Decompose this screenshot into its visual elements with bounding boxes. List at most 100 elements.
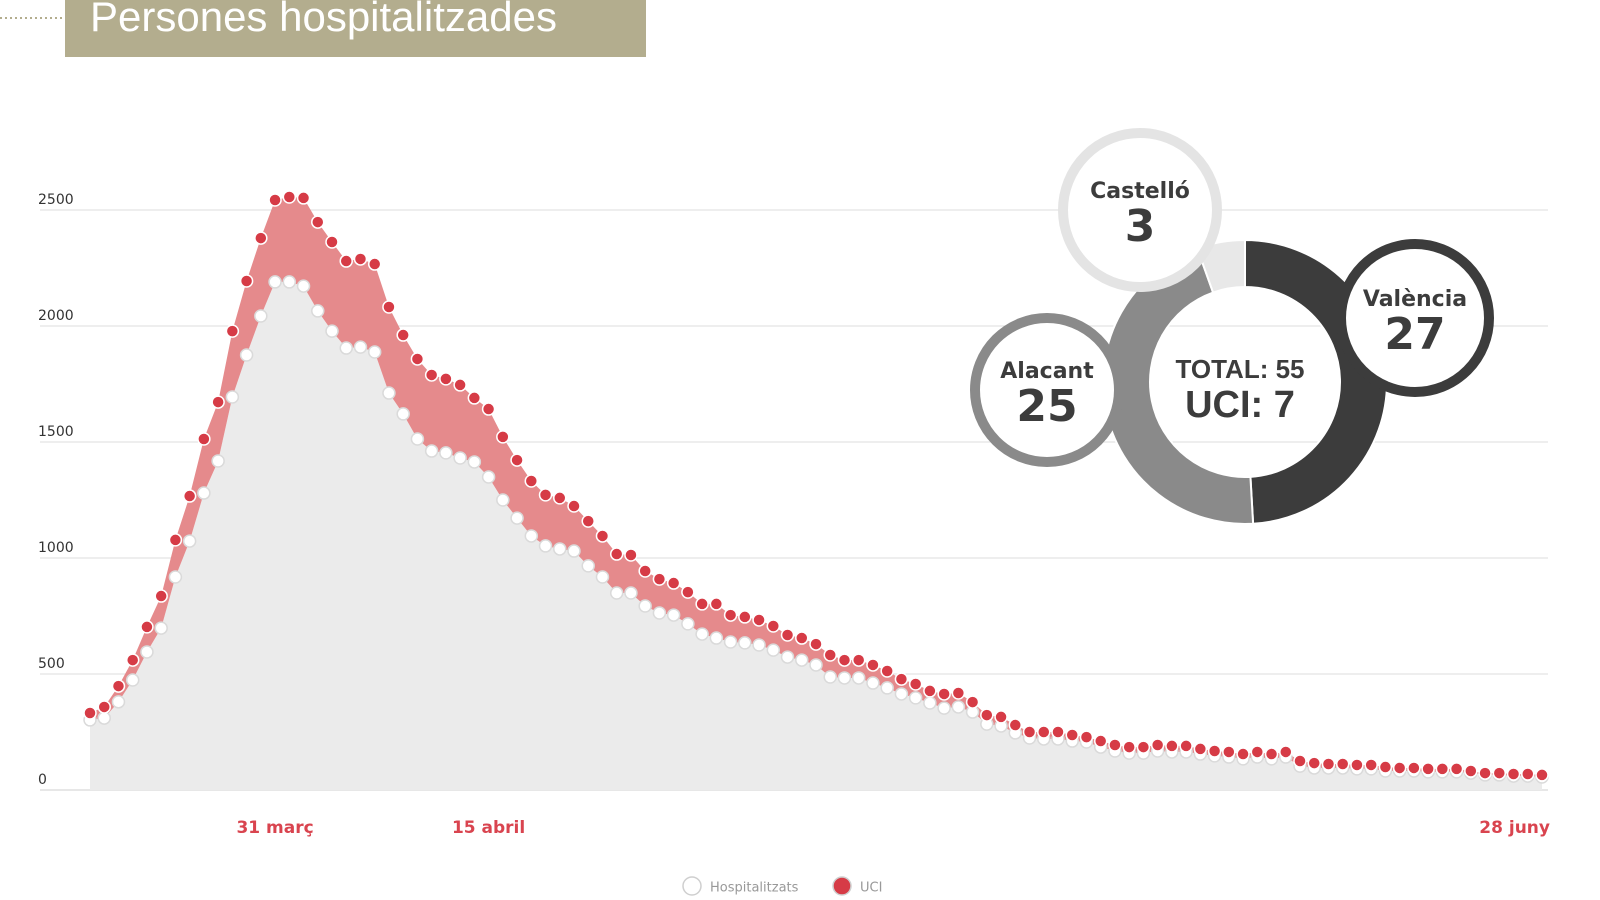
marker-uci [168, 533, 183, 547]
marker-uci [453, 378, 467, 392]
legend-label: Hospitalitzats [710, 881, 799, 896]
marker-uci [239, 274, 254, 288]
region-value: 25 [1016, 381, 1077, 432]
marker-uci [254, 231, 268, 245]
marker-hospitalitzats [97, 711, 111, 725]
marker-hospitalitzats [225, 390, 240, 404]
marker-uci [709, 597, 724, 611]
marker-uci [97, 700, 111, 714]
marker-hospitalitzats [496, 493, 510, 507]
marker-uci [1378, 760, 1393, 774]
marker-uci [538, 488, 553, 502]
marker-uci [624, 548, 638, 562]
marker-uci [1193, 742, 1208, 756]
region-value: 27 [1384, 309, 1445, 360]
marker-hospitalitzats [894, 687, 909, 701]
marker-uci [1521, 767, 1535, 781]
area-hospitalitzats [90, 281, 1542, 790]
legend-marker [832, 876, 852, 896]
marker-hospitalitzats [652, 606, 667, 620]
marker-uci [695, 597, 709, 611]
marker-hospitalitzats [538, 539, 553, 553]
marker-hospitalitzats [453, 451, 467, 465]
marker-uci [382, 300, 396, 314]
donut-total: TOTAL: 55 [1175, 354, 1304, 384]
marker-uci [496, 430, 510, 444]
y-tick-label: 0 [38, 772, 47, 788]
marker-uci [1307, 756, 1321, 770]
marker-uci [1222, 745, 1236, 759]
marker-uci [595, 529, 610, 543]
marker-hospitalitzats [937, 701, 951, 715]
marker-hospitalitzats [382, 386, 396, 400]
marker-uci [1435, 762, 1450, 776]
marker-uci [894, 672, 909, 686]
marker-uci [467, 391, 482, 405]
marker-hospitalitzats [367, 345, 382, 359]
marker-hospitalitzats [766, 643, 781, 657]
marker-hospitalitzats [125, 673, 140, 687]
marker-uci [325, 235, 339, 249]
plot: 0 500 1000 1500 2000 2500 31 març 15 abril 28 ju… [38, 190, 1550, 896]
region-bubble [970, 313, 1124, 467]
marker-hospitalitzats [467, 455, 482, 469]
marker-hospitalitzats [567, 544, 581, 558]
region-name: Alacant [1000, 359, 1094, 384]
marker-hospitalitzats [254, 309, 268, 323]
marker-uci [1122, 740, 1136, 754]
marker-hospitalitzats [624, 586, 638, 600]
marker-hospitalitzats [182, 534, 197, 548]
marker-uci [353, 252, 368, 266]
marker-uci [923, 684, 937, 698]
marker-uci [510, 453, 524, 467]
marker-uci [1264, 747, 1279, 761]
marker-uci [1279, 745, 1293, 759]
marker-uci [1165, 739, 1179, 753]
marker-hospitalitzats [795, 653, 809, 667]
marker-uci [937, 687, 951, 701]
marker-uci [1449, 762, 1464, 776]
marker-hospitalitzats [197, 486, 211, 500]
marker-uci [1478, 766, 1492, 780]
marker-hospitalitzats [311, 304, 325, 318]
marker-uci [681, 585, 695, 599]
marker-uci [1506, 767, 1521, 781]
marker-uci [83, 706, 97, 720]
x-tick-label: 15 abril [452, 818, 525, 838]
legend-marker [682, 876, 702, 896]
marker-uci [424, 368, 439, 382]
marker-uci [296, 191, 311, 205]
marker-uci [410, 352, 425, 366]
donut-uci: UCI: 7 [1185, 384, 1295, 426]
marker-hospitalitzats [666, 608, 681, 622]
marker-uci [1108, 738, 1122, 752]
marker-hospitalitzats [154, 621, 168, 635]
marker-uci [752, 613, 766, 627]
y-tick-label: 1000 [38, 540, 74, 556]
marker-uci [1150, 738, 1165, 752]
marker-uci [780, 628, 795, 642]
marker-uci [125, 653, 140, 667]
marker-hospitalitzats [780, 650, 795, 664]
marker-uci [795, 631, 809, 645]
marker-uci [1392, 761, 1407, 775]
marker-uci [994, 710, 1008, 724]
marker-hospitalitzats [282, 275, 297, 289]
marker-hospitalitzats [866, 676, 880, 690]
marker-uci [1335, 757, 1350, 771]
legend-label: UCI [860, 881, 882, 896]
marker-hospitalitzats [410, 432, 425, 446]
region-name: València [1363, 287, 1467, 312]
marker-uci [766, 619, 781, 633]
region-name: Castelló [1090, 179, 1190, 204]
marker-uci [1464, 764, 1478, 778]
marker-hospitalitzats [738, 636, 752, 650]
marker-uci [652, 572, 667, 586]
marker-uci [339, 254, 353, 268]
marker-uci [211, 395, 225, 409]
marker-uci [154, 589, 168, 603]
marker-uci [182, 489, 197, 503]
y-tick-label: 500 [38, 656, 65, 672]
marker-hospitalitzats [510, 511, 524, 525]
marker-hospitalitzats [296, 279, 311, 293]
